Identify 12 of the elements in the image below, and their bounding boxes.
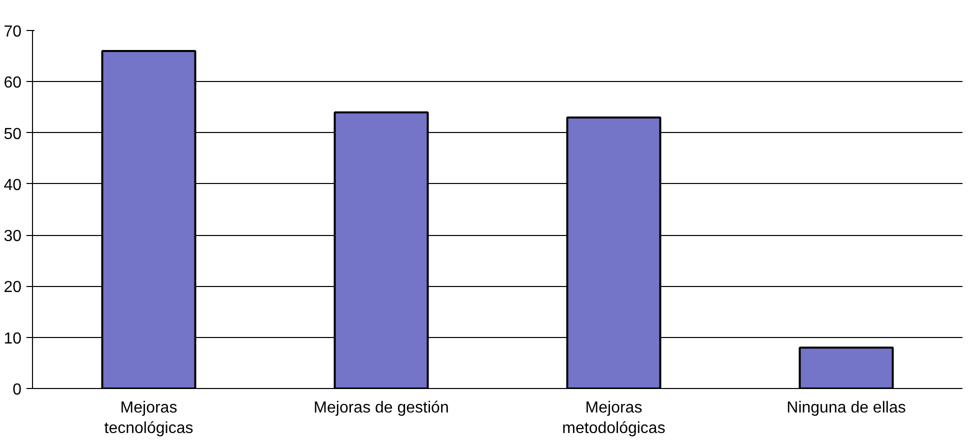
y-tick-label: 30 — [4, 228, 22, 246]
x-tick-label: Mejoras de gestión — [314, 400, 449, 416]
x-tick-label: Mejoras tecnológicas — [104, 400, 194, 437]
y-tick-label: 40 — [4, 176, 22, 194]
y-tick-label: 20 — [4, 279, 22, 296]
x-tick-label: Ninguna de ellas — [786, 400, 906, 416]
y-tick-label: 50 — [4, 126, 22, 143]
y-tick-label: 60 — [4, 74, 22, 92]
y-tick-label: 0 — [12, 382, 22, 398]
y-tick-label: 10 — [4, 330, 22, 348]
y-tick-label: 70 — [4, 24, 22, 40]
x-tick-label: Mejoras metodológicas — [562, 400, 666, 437]
